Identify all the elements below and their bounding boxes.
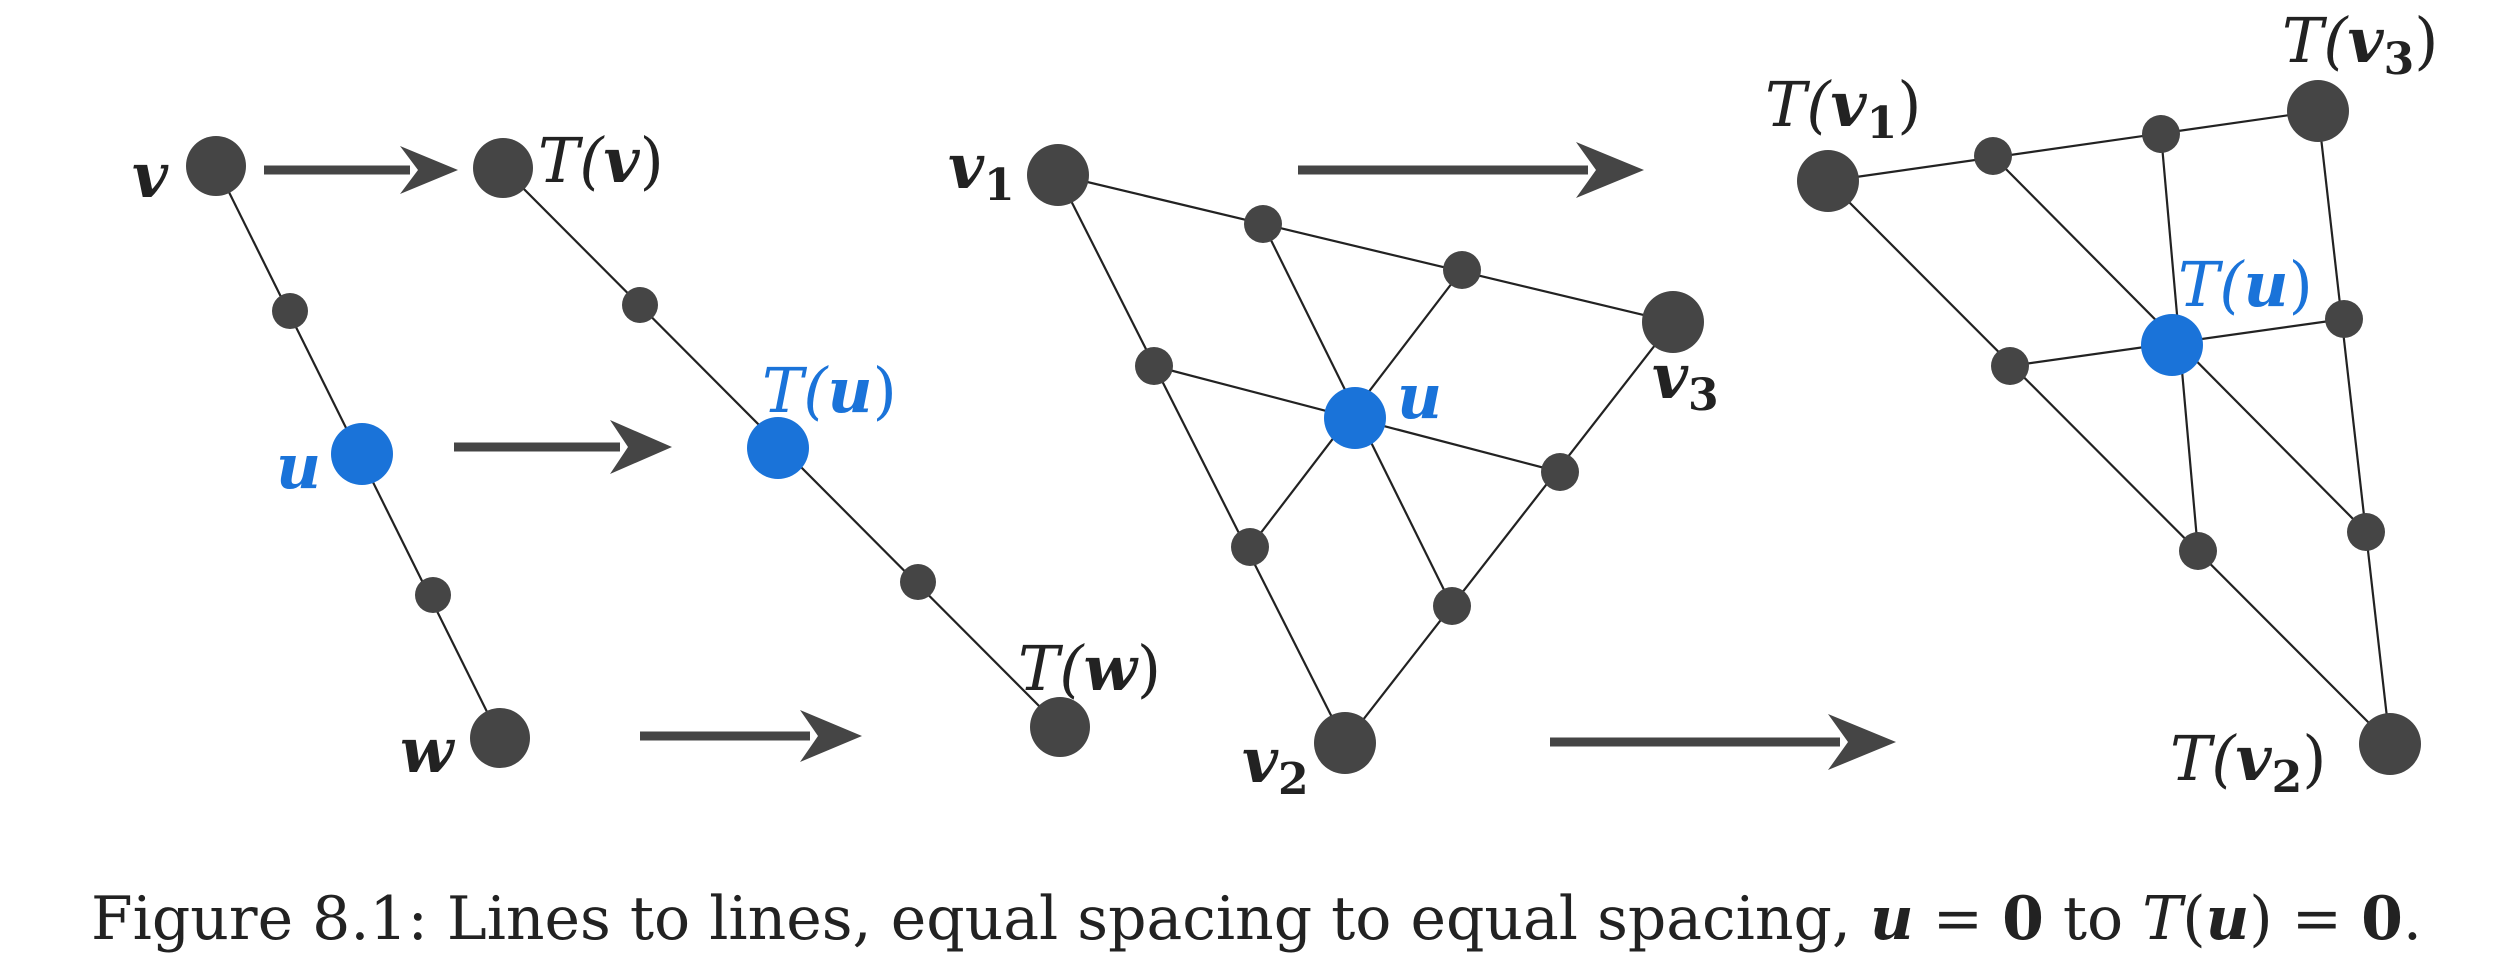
node-Tv1 — [1797, 150, 1859, 212]
node-Tv2 — [2359, 713, 2421, 775]
node-v2 — [1314, 712, 1376, 774]
label-Tv: T(v) — [538, 124, 664, 197]
arrow-v-to-Tv — [264, 146, 458, 194]
node-small — [1244, 205, 1282, 243]
label-Tv3: T(v3) — [2282, 4, 2438, 85]
caption-u2: u — [2205, 884, 2250, 954]
label-v3: v3 — [1652, 340, 1719, 421]
node-small — [1135, 347, 1173, 385]
label-v1: v1 — [948, 130, 1015, 211]
node-Tv3 — [2287, 80, 2349, 142]
node-Tv — [473, 138, 533, 198]
node-small — [622, 287, 658, 323]
node-small — [2347, 513, 2385, 551]
label-Tu: T(u) — [762, 354, 897, 427]
node-small — [2325, 300, 2363, 338]
caption-u: u — [1870, 884, 1914, 954]
node-small — [900, 564, 936, 600]
node-u — [331, 423, 393, 485]
node-small — [1433, 587, 1471, 625]
label-Tv1: T(v1) — [1765, 68, 1921, 149]
node-small — [1974, 137, 2012, 175]
node-Tu — [2141, 314, 2203, 376]
label-u: u — [1397, 360, 1442, 433]
caption-open: ( — [2182, 884, 2206, 954]
node-v — [186, 136, 246, 196]
caption-zero2: 0 — [2361, 884, 2403, 954]
label-Tu: T(u) — [2178, 248, 2313, 321]
node-small — [272, 293, 308, 329]
node-v3 — [1642, 291, 1704, 353]
panel-line-original: v u w — [132, 136, 530, 787]
node-w — [470, 708, 530, 768]
panel-triangle-original: v1 v2 v3 u — [948, 130, 1719, 805]
label-Tv2: T(v2) — [2170, 722, 2326, 803]
node-small — [1991, 347, 2029, 385]
caption-to: to — [2043, 884, 2143, 954]
arrow-triangle-bottom — [1550, 714, 1896, 770]
arrow-w-to-Tw — [640, 710, 862, 762]
arrow-triangle-top — [1298, 142, 1644, 198]
node-small — [415, 577, 451, 613]
label-Tw: T(w) — [1018, 632, 1161, 705]
node-Tu — [747, 417, 809, 479]
arrows — [264, 142, 1896, 770]
figure-caption: Figure 8.1: Lines to lines, equal spacin… — [0, 884, 2513, 954]
label-w: w — [400, 714, 456, 787]
node-v1 — [1027, 144, 1089, 206]
arrow-u-to-Tu — [454, 420, 672, 474]
caption-eq1: = — [1913, 884, 2003, 954]
label-v: v — [132, 139, 169, 212]
node-u — [1324, 387, 1386, 449]
panel-triangle-transformed: T(v1) T(v3) T(v2) T(u) — [1765, 4, 2438, 803]
node-small — [1541, 453, 1579, 491]
caption-period: . — [2402, 884, 2422, 954]
label-u: u — [276, 430, 321, 503]
node-small — [1443, 251, 1481, 289]
caption-eq2: = — [2272, 884, 2362, 954]
caption-prefix: Figure 8.1: Lines to lines, equal spacin… — [91, 884, 1871, 954]
panel-line-transformed: T(v) T(u) T(w) — [473, 124, 1161, 757]
node-small — [2142, 115, 2180, 153]
node-Tw — [1030, 697, 1090, 757]
caption-zero1: 0 — [2002, 884, 2044, 954]
caption-T: T — [2142, 884, 2183, 954]
node-small — [2179, 532, 2217, 570]
caption-close: ) — [2249, 884, 2273, 954]
node-small — [1231, 528, 1269, 566]
label-v2: v2 — [1242, 724, 1309, 805]
